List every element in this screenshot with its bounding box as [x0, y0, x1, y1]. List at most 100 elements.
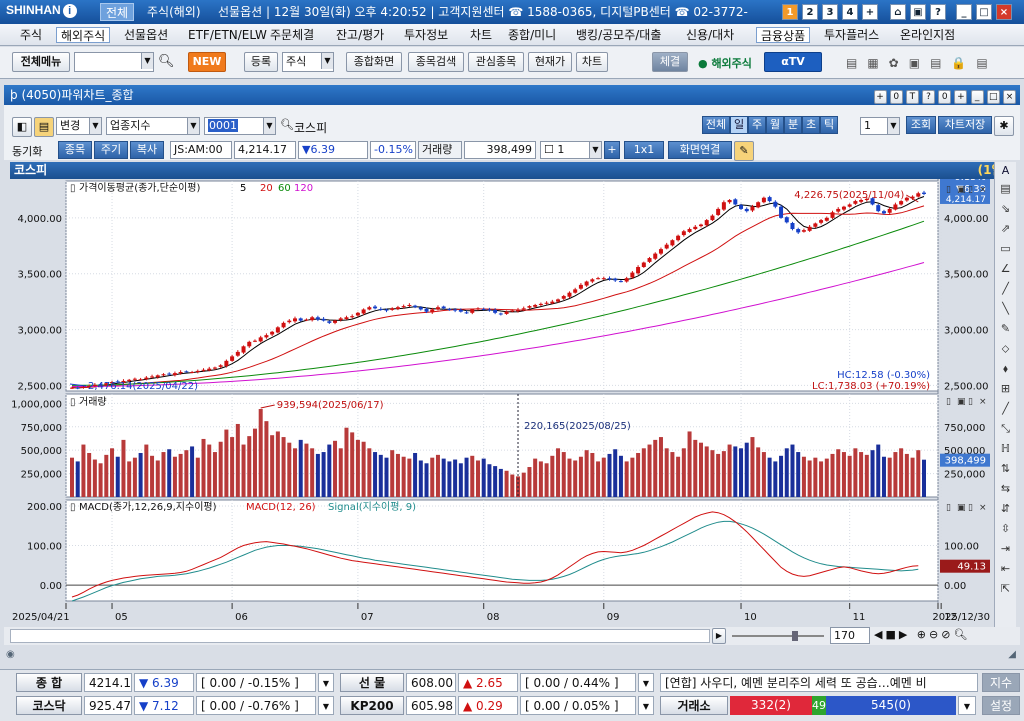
- query-button[interactable]: 조회: [906, 116, 936, 134]
- sync-stock-button[interactable]: 종목: [58, 141, 92, 159]
- menu-balance[interactable]: 잔고/평가: [336, 28, 385, 42]
- pen-icon[interactable]: ✎: [734, 141, 754, 161]
- scroll-nav-icons[interactable]: ◀■▶ ⊕⊖⊘🔍︎: [874, 628, 971, 641]
- chevron-down-icon[interactable]: ▼: [638, 673, 654, 692]
- current-price-button[interactable]: 현재가: [528, 52, 572, 72]
- screen-1-button[interactable]: 1: [782, 4, 798, 20]
- window-button-text[interactable]: T: [905, 90, 919, 104]
- bar-count-input[interactable]: 170: [830, 627, 870, 644]
- screen-link-button[interactable]: 화면연결: [668, 141, 732, 159]
- menu-online-branch[interactable]: 온라인지점: [900, 28, 956, 42]
- drawing-tool-icon[interactable]: ▤: [1000, 182, 1011, 195]
- chart-button[interactable]: 차트: [576, 52, 608, 72]
- window-minimize-icon[interactable]: _: [970, 90, 984, 104]
- window-close-icon[interactable]: ×: [1003, 90, 1016, 104]
- chevron-down-icon[interactable]: ▼: [887, 118, 899, 134]
- grid-button[interactable]: 1x1: [624, 141, 664, 159]
- drawing-tool-icon[interactable]: ⇵: [1000, 502, 1011, 515]
- drawing-tool-icon[interactable]: ⬧: [1003, 362, 1008, 375]
- chevron-down-icon[interactable]: ▼: [638, 696, 654, 715]
- menu-financial-products[interactable]: 금융상품: [756, 27, 811, 43]
- menu-futures-options[interactable]: 선물옵션: [124, 28, 169, 42]
- drawing-tool-icon[interactable]: ✎: [1000, 322, 1011, 335]
- lock-icon[interactable]: ▣: [910, 4, 926, 20]
- layout-icon[interactable]: ◧: [12, 117, 32, 137]
- favorites-button[interactable]: 관심종목: [468, 52, 524, 72]
- help-icon[interactable]: ?: [930, 4, 946, 20]
- screen-4-button[interactable]: 4: [842, 4, 858, 20]
- drawing-tool-icon[interactable]: ⇆: [1000, 482, 1011, 495]
- menu-summary[interactable]: 종합/미니: [508, 28, 557, 42]
- toolbar-icons[interactable]: ▤▦✿▣▤🔒▤: [846, 56, 998, 70]
- menu-stock[interactable]: 주식: [20, 28, 43, 42]
- drawing-tool-icon[interactable]: ⇗: [1000, 222, 1011, 235]
- chevron-down-icon[interactable]: ▼: [89, 118, 101, 134]
- period-second-button[interactable]: 초: [802, 116, 820, 134]
- foreign-stock-link[interactable]: ● 해외주식: [698, 57, 752, 70]
- zoom-slider[interactable]: [732, 635, 824, 637]
- search-icon[interactable]: 🔍︎: [158, 54, 175, 69]
- drawing-tool-icon[interactable]: ⇅: [1000, 462, 1011, 475]
- drawing-tool-icon[interactable]: ⇤: [1000, 562, 1011, 575]
- zoom-slider-handle[interactable]: [792, 631, 798, 641]
- minimize-icon[interactable]: _: [956, 4, 972, 20]
- drawing-tool-icon[interactable]: ℍ: [1000, 442, 1011, 455]
- sync-period-button[interactable]: 주기: [94, 141, 128, 159]
- chevron-down-icon[interactable]: ▼: [263, 118, 275, 134]
- chevron-down-icon[interactable]: ▼: [141, 53, 153, 69]
- drawing-tool-icon[interactable]: ▭: [1000, 242, 1011, 255]
- tv-button[interactable]: αTV: [764, 52, 822, 72]
- layout-count-select[interactable]: ☐ 1 ▼: [540, 141, 602, 159]
- settings-button[interactable]: 설정: [982, 696, 1020, 715]
- period-tick-button[interactable]: 틱: [820, 116, 838, 134]
- menu-invest-plus[interactable]: 투자플러스: [824, 28, 880, 42]
- period-count-select[interactable]: 1 ▼: [860, 117, 900, 135]
- chevron-down-icon[interactable]: ▼: [318, 673, 334, 692]
- add-screen-button[interactable]: +: [862, 4, 878, 20]
- execution-button[interactable]: 체결: [652, 52, 688, 72]
- index-type-select[interactable]: 업종지수 ▼: [106, 117, 200, 135]
- menu-etf[interactable]: ETF/ETN/ELW: [188, 28, 267, 42]
- news-ticker[interactable]: [연합] 사우디, 예멘 분리주의 세력 또 공습…예멘 비: [660, 673, 978, 692]
- tab-foreign-stock[interactable]: 주식(해외): [147, 5, 201, 19]
- period-minute-button[interactable]: 분: [784, 116, 802, 134]
- checkbox-icon[interactable]: ☐: [544, 143, 554, 156]
- chevron-down-icon[interactable]: ▼: [318, 696, 334, 715]
- screen-2-button[interactable]: 2: [802, 4, 818, 20]
- window-button-help[interactable]: ?: [922, 90, 936, 104]
- window-buttons[interactable]: + 0 T ? 0 + _ □ ×: [873, 87, 1016, 107]
- index-button[interactable]: 지수: [982, 673, 1020, 692]
- menu-banking[interactable]: 뱅킹/공모주/대출: [576, 28, 662, 42]
- window-maximize-icon[interactable]: □: [986, 90, 1000, 104]
- drawing-tool-icon[interactable]: ╱: [1002, 282, 1009, 295]
- chevron-down-icon[interactable]: ▼: [958, 696, 976, 715]
- drawing-tool-icon[interactable]: ╱: [1002, 402, 1009, 415]
- screen-3-button[interactable]: 3: [822, 4, 838, 20]
- window-button-add[interactable]: +: [873, 90, 887, 104]
- register-button[interactable]: 등록: [244, 52, 278, 72]
- window-button-zero[interactable]: 0: [889, 90, 903, 104]
- drawing-tool-icon[interactable]: ⇘: [1000, 202, 1011, 215]
- chevron-down-icon[interactable]: ▼: [187, 118, 199, 134]
- drawing-tool-icon[interactable]: ╲: [1002, 302, 1009, 315]
- home-icon[interactable]: ⌂: [890, 4, 906, 20]
- window-button-plus[interactable]: +: [954, 90, 968, 104]
- all-menu-button[interactable]: 전체메뉴: [12, 52, 70, 72]
- search-icon[interactable]: 🔍︎: [280, 118, 294, 131]
- maximize-icon[interactable]: □: [976, 4, 992, 20]
- menu-credit[interactable]: 신용/대차: [686, 28, 735, 42]
- period-day-button[interactable]: 일: [730, 116, 748, 134]
- scroll-right-icon[interactable]: ▶: [712, 628, 726, 644]
- screen-number-input[interactable]: ▼: [74, 52, 154, 72]
- drawing-tool-icon[interactable]: ⇳: [1000, 522, 1011, 535]
- horizontal-scrollbar[interactable]: [10, 629, 710, 643]
- menu-chart[interactable]: 차트: [470, 28, 493, 42]
- sidebar-top-icon[interactable]: A: [1001, 164, 1010, 177]
- drawing-tool-icon[interactable]: ∠: [1000, 262, 1011, 275]
- stock-search-button[interactable]: 종목검색: [408, 52, 464, 72]
- window-button-zero2[interactable]: 0: [938, 90, 952, 104]
- menu-foreign-stock[interactable]: 해외주식: [56, 27, 111, 43]
- code-input[interactable]: 0001 ▼: [204, 117, 276, 135]
- gear-icon[interactable]: ✱: [994, 116, 1014, 136]
- drawing-tool-icon[interactable]: ⬦: [1001, 342, 1010, 355]
